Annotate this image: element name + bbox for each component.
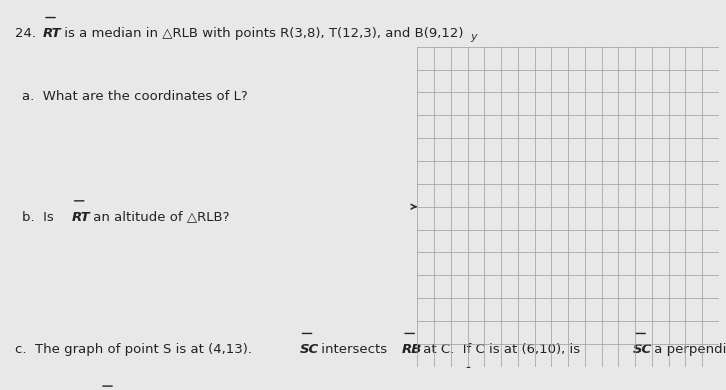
Text: a perpendicular: a perpendicular [650, 343, 726, 356]
Text: b.  Is: b. Is [22, 211, 58, 223]
Text: RT: RT [72, 211, 90, 223]
Text: an altitude of △RLB?: an altitude of △RLB? [89, 211, 229, 223]
Text: is a median in △RLB with points R(3,8), T(12,3), and B(9,12): is a median in △RLB with points R(3,8), … [60, 27, 464, 40]
Text: RB: RB [402, 343, 423, 356]
Text: intersects: intersects [317, 343, 391, 356]
Text: SC: SC [300, 343, 319, 356]
Text: SC: SC [633, 343, 653, 356]
Text: 24.: 24. [15, 27, 40, 40]
Text: c.  The graph of point S is at (4,13).: c. The graph of point S is at (4,13). [15, 343, 260, 356]
Text: a.  What are the coordinates of L?: a. What are the coordinates of L? [22, 90, 248, 103]
Text: y: y [470, 32, 477, 42]
Text: at C.  If C is at (6,10), is: at C. If C is at (6,10), is [420, 343, 584, 356]
Text: RT: RT [43, 27, 62, 40]
